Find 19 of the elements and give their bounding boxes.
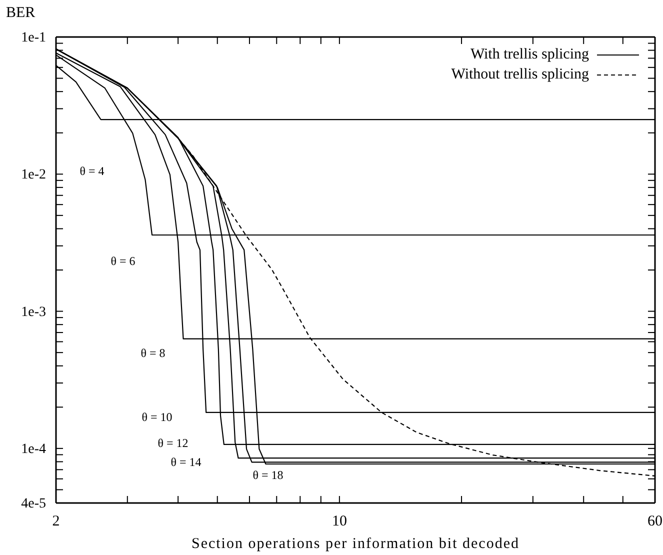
x-tick-label: 10 (332, 514, 347, 530)
y-tick-label: 1e-1 (21, 30, 46, 46)
x-tick-label: 2 (52, 514, 60, 530)
annotation: θ = 10 (142, 410, 172, 424)
y-tick-label: 1e-2 (21, 168, 46, 183)
y-tick-label: 1e-3 (21, 304, 46, 320)
annotation: θ = 8 (140, 346, 166, 360)
x-tick-label: 60 (648, 514, 662, 530)
y-axis-title: BER (6, 5, 36, 21)
legend-label: Without trellis splicing (451, 66, 590, 82)
annotation: θ = 4 (80, 164, 104, 178)
annotation: θ = 6 (110, 254, 136, 268)
annotation: θ = 18 (252, 468, 284, 482)
x-axis-title: Section operations per information bit decoded (191, 536, 520, 552)
annotation: θ = 14 (170, 454, 202, 469)
y-tick-label: 1e-4 (21, 442, 46, 457)
y-tick-label: 4e-5 (21, 496, 46, 512)
annotation: θ = 12 (158, 436, 188, 450)
legend-label: With trellis splicing (470, 46, 590, 62)
